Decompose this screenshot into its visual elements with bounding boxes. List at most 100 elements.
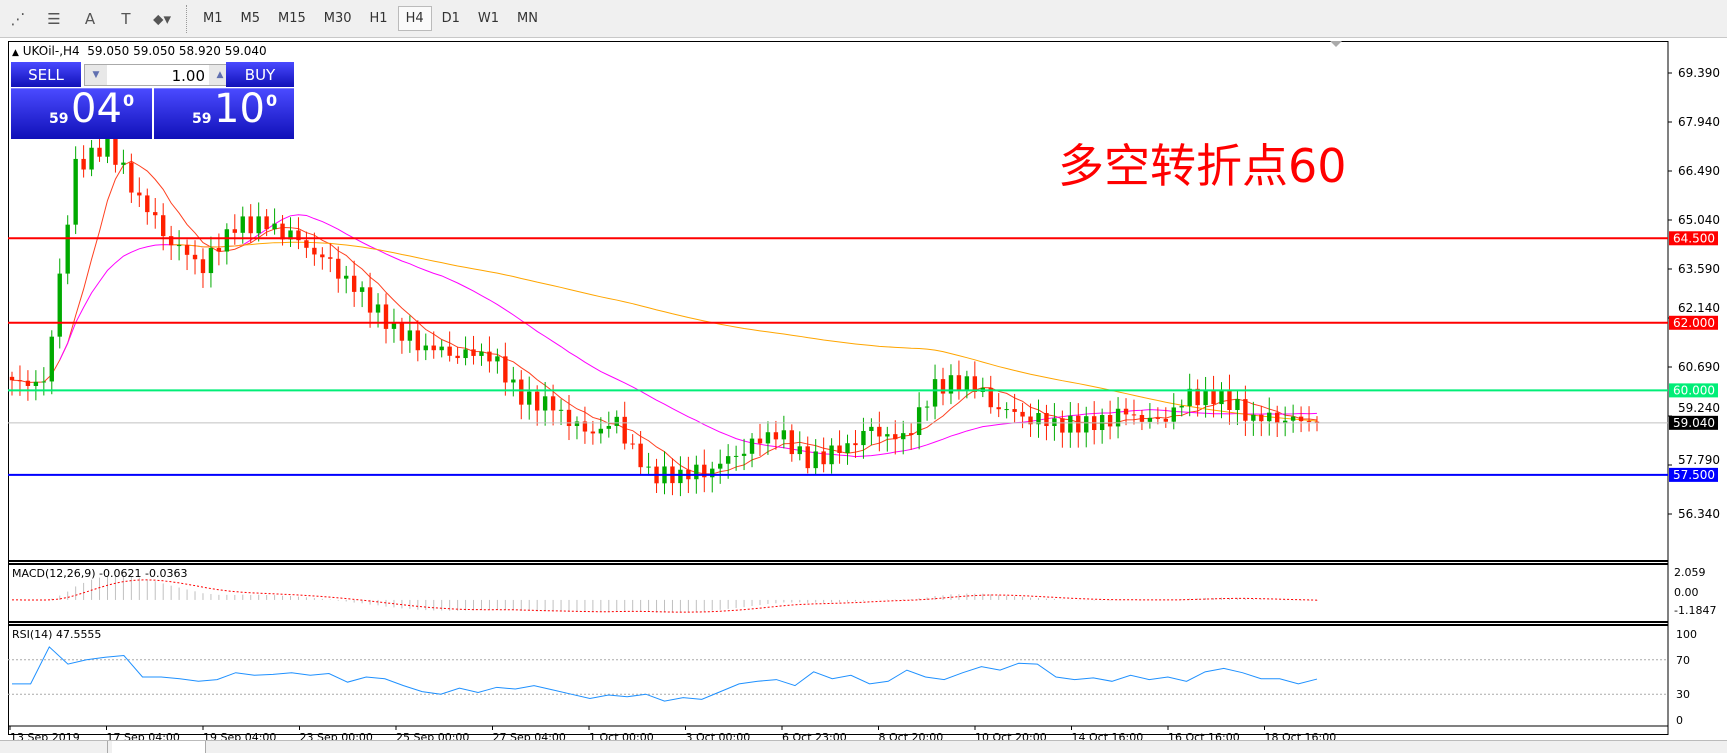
candle-body: [73, 158, 78, 225]
candle-body: [97, 147, 102, 157]
candle-body: [1306, 421, 1312, 423]
candle-body: [208, 247, 214, 274]
candle-body: [932, 379, 938, 407]
candle-body: [1227, 389, 1232, 411]
candle-body: [57, 273, 62, 337]
volume-value[interactable]: 1.00: [171, 67, 205, 85]
price-tick-label: 62.140: [1678, 301, 1720, 315]
candle-body: [17, 380, 23, 382]
candle-body: [296, 230, 301, 241]
candle-body: [351, 275, 357, 292]
candle-body: [1211, 389, 1216, 405]
candle-body: [1076, 415, 1081, 433]
timeframe-m30[interactable]: M30: [323, 11, 352, 26]
timeframe-h4[interactable]: H4: [397, 6, 432, 31]
rsi-line: [12, 646, 1318, 702]
candle-body: [1139, 415, 1145, 422]
candle-body: [1068, 415, 1073, 433]
price-tick-label: 67.940: [1678, 115, 1720, 129]
buy-button[interactable]: BUY: [226, 62, 294, 87]
candle-body: [33, 381, 39, 386]
candle-body: [893, 434, 898, 440]
candle-body: [176, 245, 182, 247]
buy-price-pips: 10: [214, 86, 265, 132]
arrows-dropdown-icon[interactable]: ⬥▾: [152, 9, 172, 28]
text-label-icon[interactable]: T: [121, 9, 131, 28]
timeframe-buttons: M1 M5 M15 M30 H1 H4 D1 W1 MN: [194, 6, 547, 31]
chart-header: ▲ UKOil-,H4 59.050 59.050 58.920 59.040: [12, 44, 267, 58]
collapse-icon[interactable]: ▲: [12, 48, 19, 58]
candle-body: [1282, 420, 1288, 424]
candle-body: [861, 430, 866, 446]
timeframe-mn[interactable]: MN: [517, 11, 538, 26]
candle-body: [901, 433, 906, 440]
candle-body: [598, 428, 604, 434]
candle-body: [1290, 416, 1296, 421]
timeframe-d1[interactable]: D1: [441, 11, 460, 26]
timeframe-m1[interactable]: M1: [203, 11, 223, 26]
chart-window[interactable]: [8, 41, 1668, 735]
candle-body: [1107, 415, 1113, 427]
candle-body: [89, 147, 94, 170]
level-label-bg: [1669, 231, 1718, 246]
candle-body: [1267, 412, 1272, 422]
candle-body: [1298, 416, 1304, 422]
volume-field[interactable]: ▼ 1.00 ▲: [84, 64, 232, 86]
candle-body: [1052, 418, 1057, 427]
rsi-tick-label: 30: [1676, 688, 1690, 701]
fibonacci-fan-icon[interactable]: ☰: [47, 9, 61, 28]
candle-body: [908, 433, 914, 436]
candle-body: [439, 346, 444, 351]
timeframe-m5[interactable]: M5: [240, 11, 261, 26]
candle-body: [216, 247, 222, 252]
candle-body: [622, 416, 627, 444]
timeframe-w1[interactable]: W1: [477, 11, 500, 26]
candle-body: [1235, 399, 1240, 411]
candle-body: [129, 162, 134, 193]
candle-body: [463, 349, 468, 359]
candle-body: [121, 162, 126, 165]
candle-body: [996, 407, 1001, 410]
candle-body: [956, 375, 962, 391]
candle-body: [145, 195, 150, 213]
candle-body: [168, 236, 174, 246]
candle-body: [757, 438, 763, 444]
candle-body: [1115, 408, 1121, 427]
timeframe-m15[interactable]: M15: [278, 11, 306, 26]
chart-tab[interactable]: [0, 741, 108, 753]
fast-ma-line: [11, 160, 1318, 475]
buy-price[interactable]: 59 10 0: [154, 86, 294, 139]
candle-body: [988, 387, 993, 408]
candle-body: [1259, 414, 1264, 422]
buy-price-fraction: 0: [266, 91, 278, 110]
fibonacci-expansion-icon[interactable]: ⋰: [10, 9, 26, 28]
candle-body: [312, 247, 317, 255]
candle-body: [534, 391, 540, 411]
candle-body: [153, 212, 158, 216]
candle-body: [344, 275, 349, 279]
candle-body: [192, 254, 198, 260]
candle-body: [558, 409, 564, 411]
candle-body: [1004, 409, 1009, 411]
candle-body: [288, 230, 293, 240]
candle-body: [248, 216, 253, 234]
text-icon[interactable]: A: [84, 9, 96, 28]
sell-button[interactable]: SELL: [11, 62, 81, 87]
candle-body: [614, 416, 619, 426]
volume-down-icon[interactable]: ▼: [85, 65, 107, 85]
candle-body: [280, 223, 285, 240]
sell-price[interactable]: 59 04 0: [11, 86, 152, 139]
candle-body: [511, 379, 516, 383]
candle-body: [495, 356, 500, 362]
candle-body: [264, 216, 269, 230]
sell-price-big: 59: [49, 111, 69, 127]
candle-body: [232, 229, 237, 233]
candle-body: [375, 304, 381, 313]
volume-up-icon[interactable]: ▲: [209, 65, 231, 85]
candle-body: [590, 431, 596, 434]
chart-tab-active[interactable]: [112, 741, 206, 753]
candle-body: [256, 216, 261, 234]
candle-body: [1243, 399, 1248, 421]
timeframe-h1[interactable]: H1: [369, 11, 388, 26]
